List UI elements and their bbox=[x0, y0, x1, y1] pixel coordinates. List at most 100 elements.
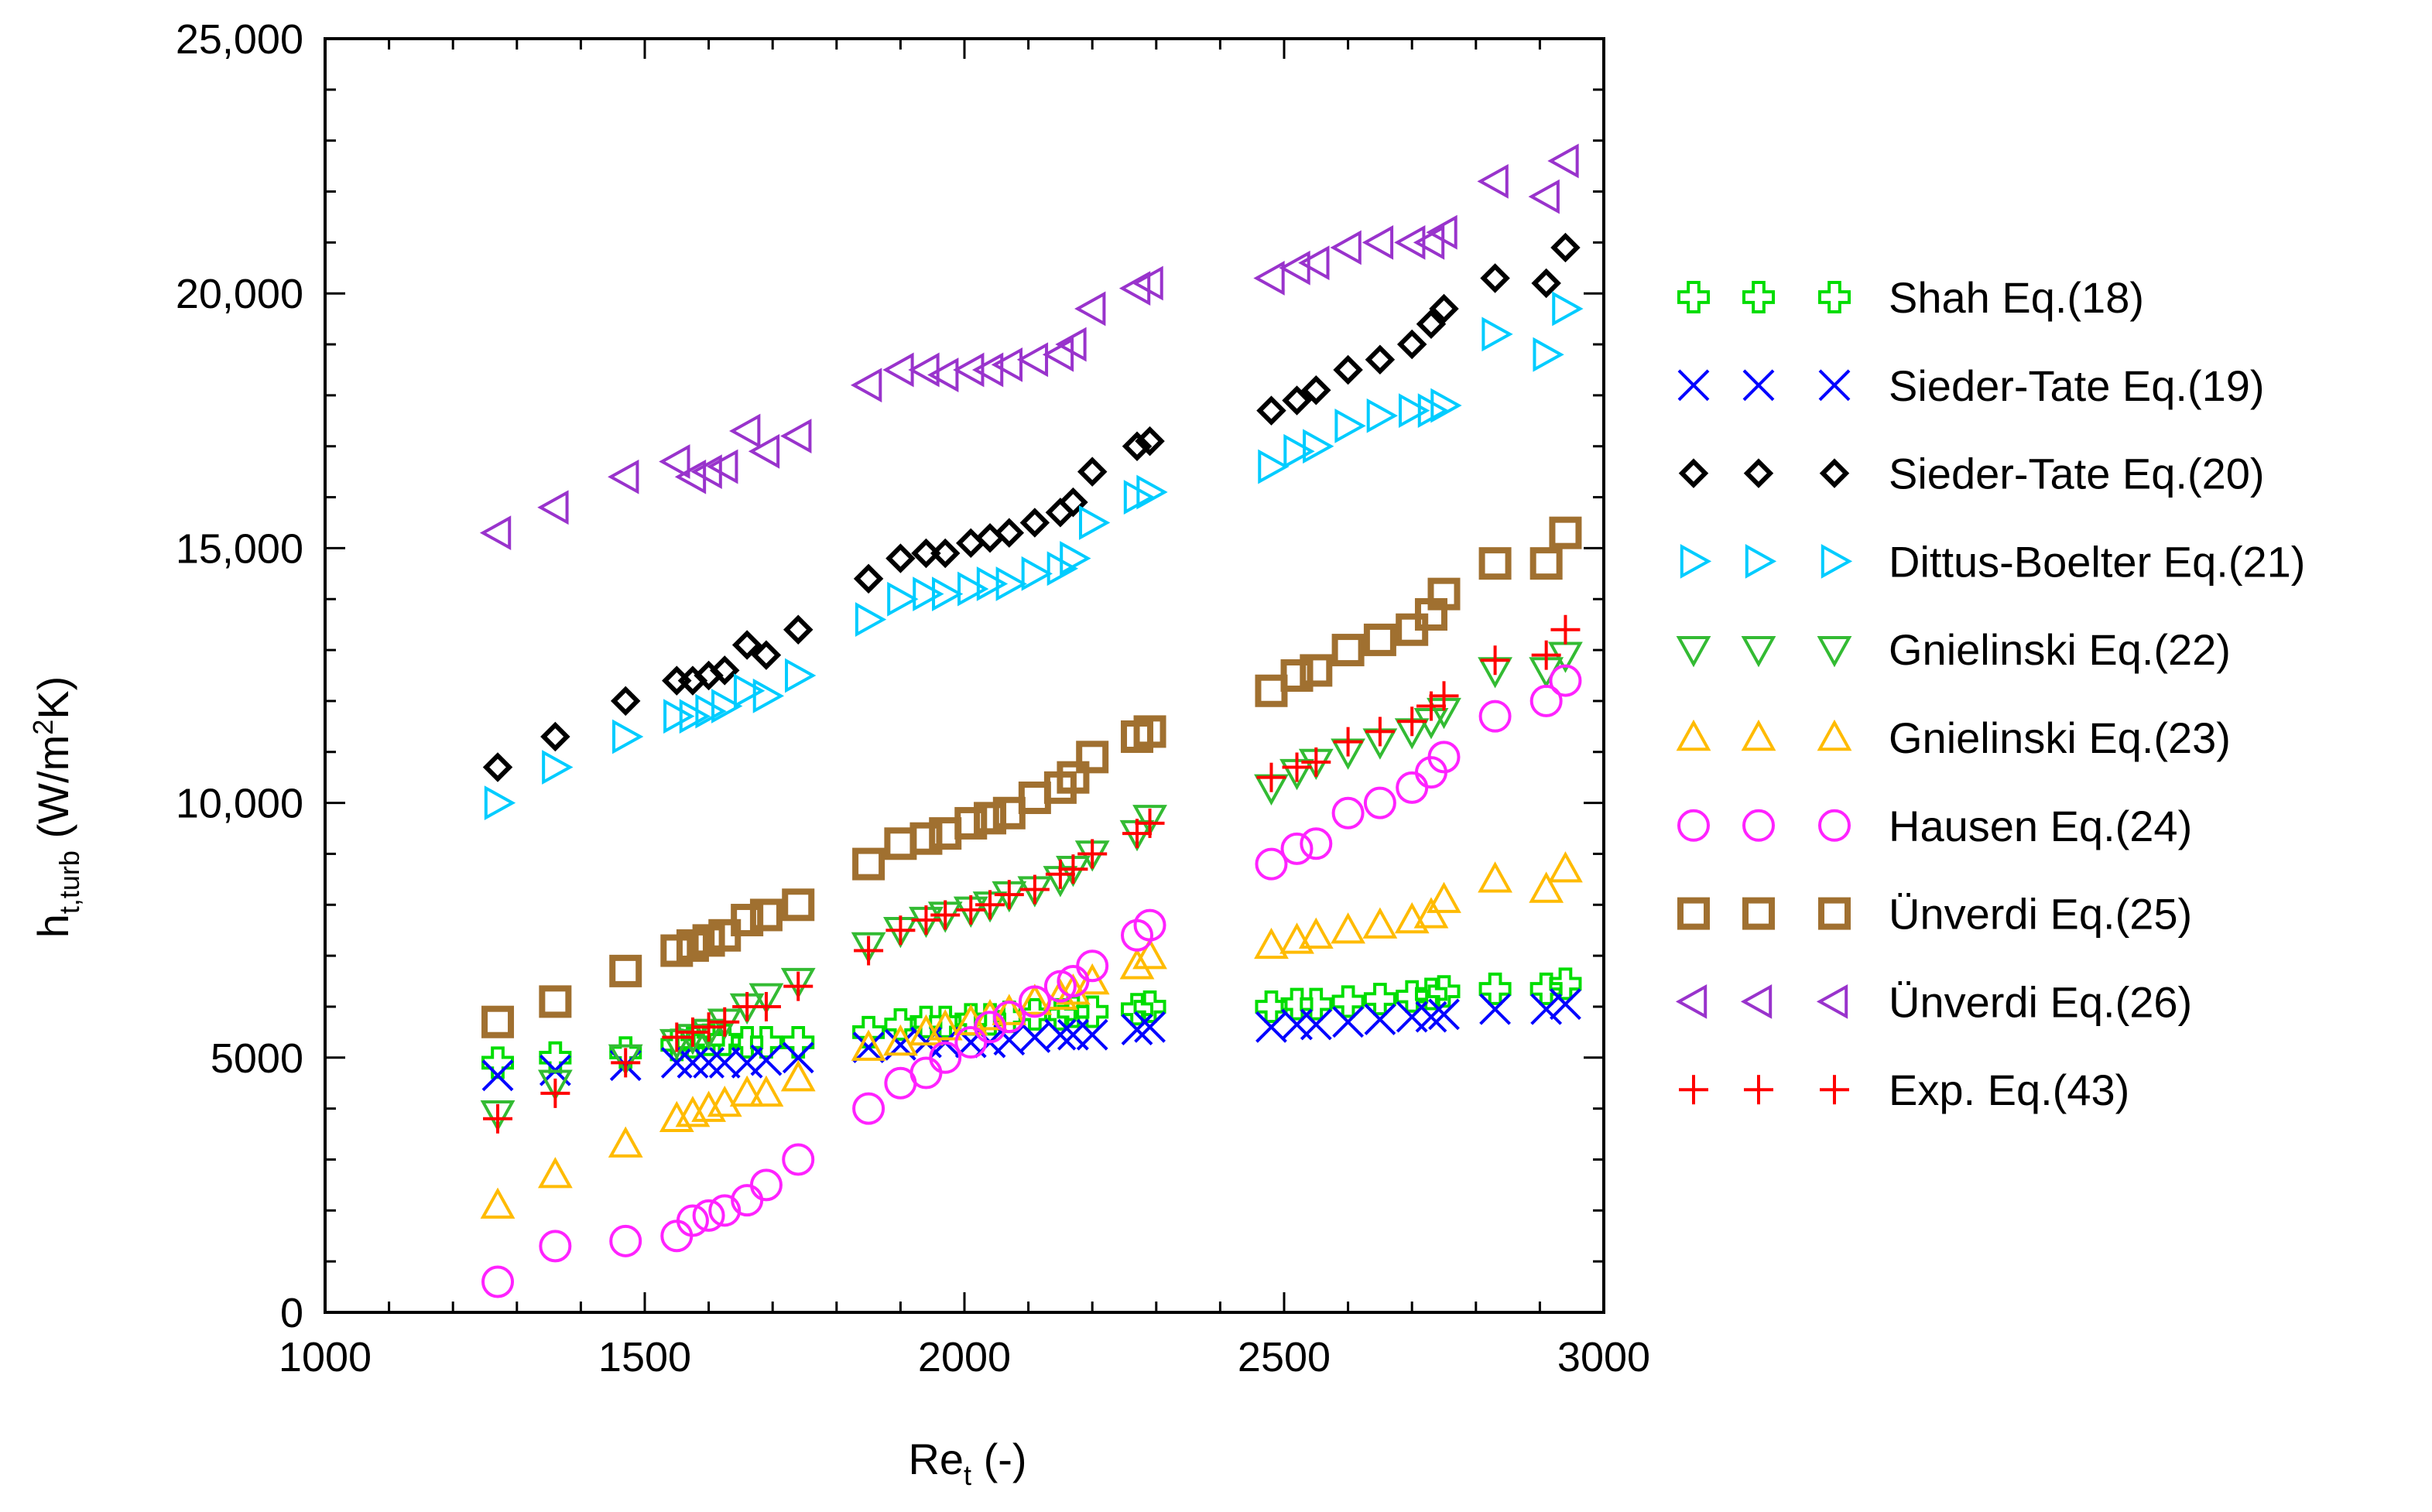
legend-marker bbox=[1818, 369, 1851, 402]
data-point bbox=[659, 444, 690, 479]
data-point bbox=[1429, 681, 1459, 711]
x-tick-label: 2000 bbox=[918, 1334, 1011, 1380]
legend-item: Dittus-Boelter Eq.(21) bbox=[1680, 537, 2305, 586]
data-point bbox=[785, 658, 817, 693]
data-point bbox=[729, 1075, 765, 1107]
data-point bbox=[660, 1046, 693, 1079]
legend-marker bbox=[1677, 809, 1710, 842]
data-point bbox=[1478, 700, 1512, 733]
data-point bbox=[1254, 927, 1289, 960]
data-point bbox=[1413, 897, 1449, 929]
data-point bbox=[1334, 408, 1366, 443]
data-point bbox=[1330, 230, 1362, 265]
series-8 bbox=[479, 143, 1579, 551]
legend-marker bbox=[1741, 719, 1776, 751]
data-point bbox=[1298, 245, 1330, 281]
x-tick-label: 2500 bbox=[1238, 1334, 1331, 1380]
legend-marker bbox=[1742, 897, 1775, 930]
data-point bbox=[854, 936, 884, 966]
data-point bbox=[780, 1060, 816, 1092]
data-point bbox=[751, 640, 782, 670]
data-point bbox=[780, 967, 816, 1000]
data-point bbox=[1300, 1008, 1332, 1041]
data-point bbox=[930, 900, 961, 930]
y-tick-label: 15,000 bbox=[176, 525, 303, 572]
data-point bbox=[1134, 1011, 1166, 1043]
data-point bbox=[707, 449, 738, 484]
data-point bbox=[1414, 977, 1447, 1011]
legend-marker bbox=[1677, 281, 1710, 313]
data-point bbox=[729, 413, 761, 449]
data-point bbox=[994, 518, 1025, 548]
series-2 bbox=[482, 232, 1581, 782]
data-point bbox=[1044, 1018, 1077, 1051]
data-point bbox=[1362, 224, 1394, 260]
data-point bbox=[1529, 871, 1564, 903]
data-point bbox=[1331, 796, 1365, 830]
data-point bbox=[957, 571, 989, 607]
legend-marker bbox=[1742, 809, 1775, 842]
data-point bbox=[1136, 474, 1168, 510]
data-point bbox=[1362, 907, 1398, 939]
data-point bbox=[479, 515, 512, 551]
tick-labels: 1000 1500 2000 2500 3000 0 5000 10,000 15,000 20,… bbox=[176, 16, 1650, 1380]
legend-item: Gnielinski Eq.(23) bbox=[1676, 713, 2231, 762]
data-point bbox=[751, 991, 781, 1021]
legend-marker bbox=[1818, 281, 1851, 313]
data-point bbox=[748, 433, 780, 469]
data-point bbox=[1480, 645, 1510, 676]
data-point bbox=[1016, 342, 1049, 378]
legend-label: Ünverdi Eq.(26) bbox=[1889, 977, 2192, 1026]
data-point bbox=[853, 563, 884, 594]
data-point bbox=[932, 576, 964, 612]
data-point bbox=[1416, 309, 1447, 339]
data-point bbox=[540, 721, 570, 752]
data-point bbox=[1333, 354, 1363, 385]
legend-label: Hausen Eq.(24) bbox=[1889, 802, 2192, 850]
data-point bbox=[975, 890, 1005, 920]
data-point bbox=[1533, 337, 1564, 372]
data-point bbox=[1547, 143, 1579, 179]
data-point bbox=[1074, 291, 1106, 327]
data-point bbox=[1301, 747, 1331, 777]
data-point bbox=[1365, 344, 1396, 375]
data-point bbox=[1280, 832, 1314, 865]
data-point bbox=[539, 985, 572, 1018]
data-point bbox=[609, 1224, 642, 1257]
data-point bbox=[611, 1048, 641, 1078]
series-0 bbox=[481, 967, 1582, 1079]
data-point bbox=[1258, 449, 1290, 484]
series-9 bbox=[483, 614, 1581, 1134]
data-point bbox=[908, 352, 940, 388]
data-point bbox=[677, 1017, 707, 1047]
data-point bbox=[480, 1187, 516, 1219]
data-point bbox=[855, 602, 887, 637]
data-point bbox=[913, 576, 944, 612]
data-point bbox=[608, 1044, 643, 1076]
data-point bbox=[1366, 398, 1399, 433]
data-point bbox=[1017, 983, 1053, 1015]
data-point bbox=[749, 1168, 783, 1202]
legend: Shah Eq.(18) Sieder-Tate Eq.(19) Sieder-Ta… bbox=[1675, 273, 2305, 1114]
data-point bbox=[1550, 614, 1581, 645]
data-point bbox=[1479, 993, 1511, 1025]
data-point bbox=[480, 1100, 516, 1132]
data-point bbox=[694, 1012, 724, 1042]
data-point bbox=[1256, 395, 1286, 426]
data-point bbox=[885, 915, 916, 946]
series-6 bbox=[481, 664, 1582, 1298]
data-point bbox=[481, 1059, 514, 1092]
legend-item: Sieder-Tate Eq.(20) bbox=[1678, 450, 2265, 498]
data-point bbox=[1426, 214, 1457, 250]
data-point bbox=[1430, 388, 1462, 423]
data-point bbox=[1528, 179, 1560, 214]
data-point bbox=[708, 1046, 741, 1079]
data-point bbox=[954, 806, 988, 840]
data-point bbox=[1077, 457, 1108, 487]
legend-marker bbox=[1676, 636, 1711, 668]
data-point bbox=[883, 1024, 918, 1056]
legend-marker bbox=[1818, 897, 1851, 930]
data-point bbox=[1019, 1021, 1051, 1053]
data-point bbox=[662, 1022, 692, 1052]
data-point bbox=[1058, 487, 1088, 518]
